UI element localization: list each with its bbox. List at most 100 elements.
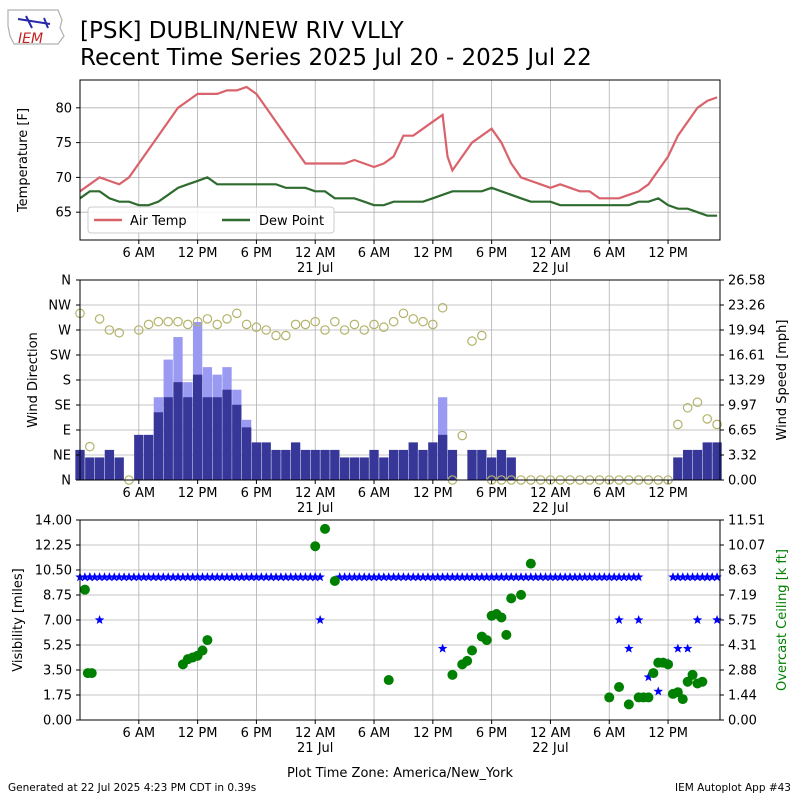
- visibility-point: [678, 572, 688, 582]
- wind-direction-point: [281, 330, 291, 341]
- visibility-point: [682, 572, 693, 582]
- x-tick-label: 6 AM: [358, 486, 391, 501]
- x-tick-label: 6 PM: [241, 246, 272, 261]
- visibility-point: [516, 572, 526, 582]
- wind-speed-bar: [183, 397, 193, 480]
- wind-direction-point: [163, 316, 174, 327]
- visibility-point: [486, 572, 497, 582]
- visibility-point: [482, 572, 492, 582]
- direction-tick-label: N: [61, 274, 71, 289]
- visibility-point: [183, 572, 193, 582]
- generated-footer: Generated at 22 Jul 2025 4:23 PM CDT in …: [8, 782, 257, 794]
- visibility-point: [315, 615, 325, 624]
- x-tick-label: 12 AM: [530, 486, 571, 501]
- visibility-point: [550, 572, 561, 582]
- visibility-point: [197, 572, 208, 582]
- x-tick-label: 6 AM: [593, 486, 626, 501]
- wind-speed-bar: [232, 404, 242, 480]
- visibility-point: [609, 572, 619, 582]
- iowa-outline-icon: IEM: [7, 9, 65, 47]
- wind-direction-point: [398, 308, 409, 319]
- iem-logo-text: IEM: [18, 31, 43, 47]
- x-tick-date-label: 21 Jul: [297, 741, 333, 756]
- speed-tick-label: 26.58: [728, 274, 765, 289]
- temperature-legend: Air Temp Dew Point: [87, 206, 335, 234]
- wind-speed-bar: [94, 457, 105, 480]
- wind-direction-point: [369, 319, 379, 330]
- x-tick-label: 12 PM: [178, 726, 218, 741]
- visibility-point: [124, 572, 134, 582]
- ceiling-point: [506, 593, 517, 604]
- wind-speed-bar: [134, 434, 144, 480]
- x-tick-label: 12 AM: [530, 726, 571, 741]
- wind-speed-bar: [447, 449, 458, 480]
- visibility-point: [158, 572, 169, 582]
- ceiling-point: [623, 699, 634, 710]
- visibility-point: [251, 572, 262, 582]
- visibility-tick-label: 1.75: [43, 689, 72, 704]
- visibility-point: [94, 572, 105, 582]
- visibility-point: [359, 572, 369, 582]
- x-tick-label: 12 PM: [648, 726, 688, 741]
- ceiling-point: [462, 655, 473, 666]
- visibility-point: [134, 572, 144, 582]
- visibility-point: [535, 572, 546, 582]
- visibility-point: [712, 615, 722, 624]
- wind-speed-bar: [712, 442, 722, 480]
- x-tick-label: 6 PM: [476, 486, 507, 501]
- visibility-point: [212, 572, 222, 582]
- visibility-point: [472, 572, 482, 582]
- visibility-point: [570, 572, 580, 582]
- visibility-point: [433, 572, 443, 582]
- speed-tick-label: 6.65: [728, 424, 757, 439]
- wind-direction-point: [153, 316, 164, 327]
- visibility-tick-label: 8.75: [43, 589, 72, 604]
- y-tick-label: 75: [55, 136, 72, 151]
- direction-tick-label: SE: [55, 399, 71, 414]
- visibility-point: [457, 572, 467, 582]
- wind-speed-bar: [143, 434, 154, 480]
- wind-direction-point: [379, 322, 389, 333]
- ceiling-point: [682, 676, 693, 687]
- wind-speed-bar: [477, 449, 487, 480]
- wind-speed-bar: [330, 449, 340, 480]
- visibility-point: [624, 572, 634, 582]
- wind-direction-point: [290, 319, 301, 330]
- visibility-point: [281, 572, 291, 582]
- visibility-point: [192, 572, 203, 582]
- time-zone-label: Plot Time Zone: America/New_York: [287, 766, 514, 780]
- x-tick-date-label: 22 Jul: [532, 501, 568, 516]
- x-tick-label: 12 PM: [413, 486, 453, 501]
- visibility-point: [560, 572, 570, 582]
- ceiling-point: [643, 692, 654, 703]
- x-tick-label: 12 AM: [295, 246, 336, 261]
- ceiling-point: [697, 676, 708, 687]
- ceiling-point: [79, 584, 90, 595]
- visibility-point: [584, 572, 595, 582]
- ceiling-point: [447, 669, 458, 680]
- x-tick-label: 12 AM: [295, 486, 336, 501]
- ceiling-axis-label: Overcast Ceiling [k ft]: [775, 549, 790, 691]
- visibility-point: [310, 572, 320, 582]
- x-tick-date-label: 21 Jul: [297, 261, 333, 276]
- wind-speed-bar: [408, 442, 418, 480]
- speed-tick-label: 9.97: [728, 399, 757, 414]
- wind-speed-bar: [339, 457, 350, 480]
- visibility-point: [246, 572, 257, 582]
- wind-speed-bar: [496, 449, 507, 480]
- y-tick-label: 70: [55, 171, 72, 186]
- visibility-point: [94, 615, 105, 624]
- wind-speed-bar: [310, 449, 320, 480]
- wind-speed-bar: [290, 442, 301, 480]
- visibility-point: [104, 572, 115, 582]
- visibility-tick-label: 5.25: [43, 639, 72, 654]
- visibility-point: [629, 572, 639, 582]
- x-tick-label: 6 AM: [358, 726, 391, 741]
- ceiling-point: [525, 558, 536, 569]
- y-tick-label: 80: [55, 101, 72, 116]
- visibility-point: [619, 572, 629, 582]
- x-tick-label: 6 PM: [241, 726, 272, 741]
- wind-direction-point: [388, 316, 399, 327]
- ceiling-point: [86, 668, 97, 679]
